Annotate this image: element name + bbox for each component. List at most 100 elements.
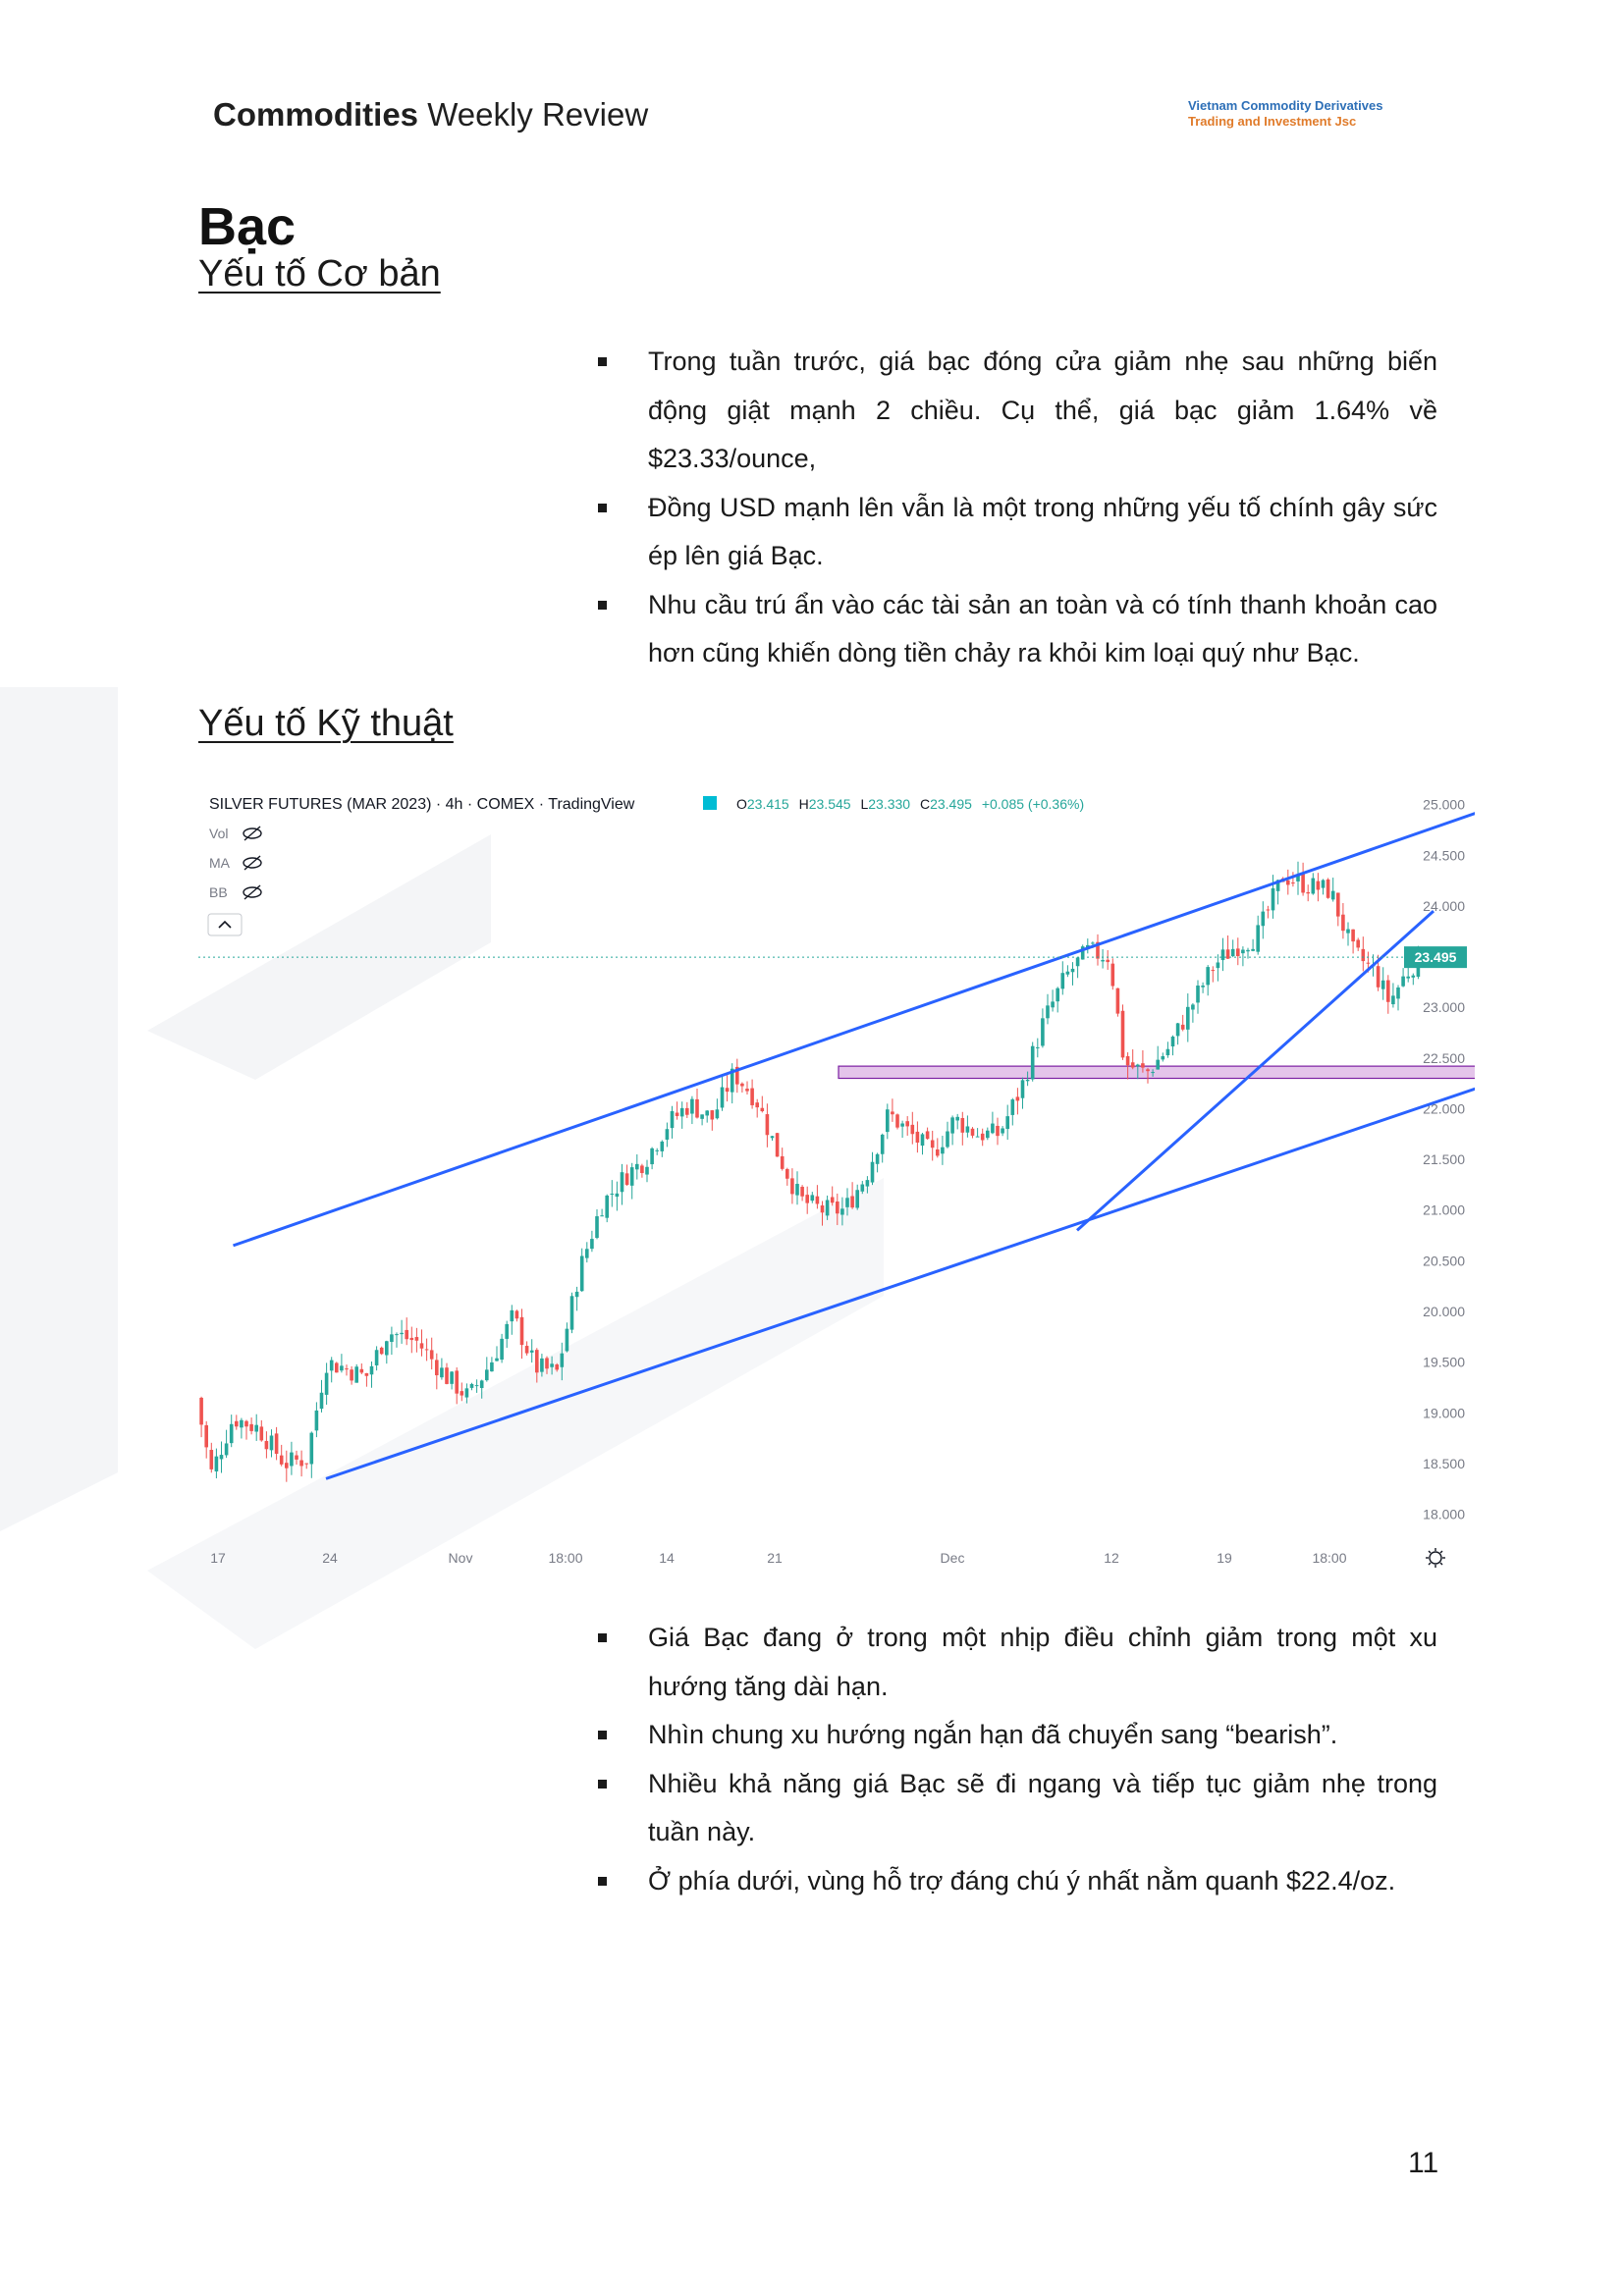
candle-body: [920, 1134, 925, 1147]
candle-body: [635, 1163, 639, 1170]
candle-body: [910, 1124, 915, 1135]
candle-body: [560, 1353, 565, 1367]
candle-body: [1046, 1005, 1050, 1019]
candle-body: [1251, 948, 1255, 951]
candle-body: [1291, 882, 1295, 884]
candle-body: [390, 1334, 394, 1343]
bullet-text: Đồng USD mạnh lên vẫn là một trong những…: [648, 492, 1437, 571]
candle-body: [1005, 1116, 1009, 1130]
indicator-bb-label: BB: [209, 884, 228, 900]
candle-body: [1120, 1010, 1125, 1058]
candle-body: [235, 1420, 239, 1427]
x-tick-label: 12: [1104, 1550, 1119, 1566]
candle-body: [685, 1107, 689, 1115]
candle-body: [259, 1426, 264, 1441]
y-tick-label: 22.000: [1423, 1100, 1465, 1116]
candle-body: [915, 1131, 920, 1143]
candle-body: [369, 1365, 374, 1375]
candle-body: [1211, 970, 1216, 972]
candle-body: [986, 1130, 990, 1139]
candle-body: [1246, 949, 1250, 952]
candle-body: [855, 1190, 859, 1208]
technical-bullet-list: Giá Bạc đang ở trong một nhịp điều chỉnh…: [593, 1614, 1437, 1905]
y-tick-label: 23.000: [1423, 999, 1465, 1015]
candle-body: [279, 1455, 284, 1465]
candle-body: [400, 1332, 404, 1335]
x-tick-label: 18:00: [548, 1550, 582, 1566]
y-tick-label: 21.000: [1423, 1202, 1465, 1218]
settings-gear-icon[interactable]: [1426, 1548, 1445, 1568]
x-tick-label: 21: [767, 1550, 783, 1566]
candle-body: [440, 1367, 444, 1378]
candle-body: [1141, 1063, 1145, 1068]
candle-body: [1391, 995, 1395, 1005]
bullet-square-icon: [598, 1779, 607, 1789]
candle-body: [870, 1161, 875, 1183]
candle-body: [955, 1116, 959, 1121]
ohlc-close: 23.495: [930, 796, 972, 812]
candle-body: [1106, 959, 1110, 963]
ohlc-c-label: C: [920, 796, 930, 812]
candle-body: [229, 1423, 234, 1444]
bullet-square-icon: [598, 1633, 607, 1642]
collapse-legend-button[interactable]: [207, 913, 243, 936]
candle-body: [770, 1136, 775, 1139]
fundamental-heading: Yếu tố Cơ bản: [198, 253, 441, 294]
candle-body: [550, 1363, 554, 1367]
candle-body: [946, 1131, 949, 1148]
eye-hidden-icon[interactable]: [243, 855, 262, 871]
market-status-icon: [703, 796, 717, 810]
candle-body: [1225, 949, 1230, 959]
candle-body: [1186, 1006, 1190, 1030]
eye-hidden-icon[interactable]: [243, 826, 262, 841]
ohlc-low: 23.330: [868, 796, 910, 812]
candle-body: [1025, 1079, 1030, 1082]
candle-body: [1096, 941, 1100, 959]
y-tick-label: 25.000: [1423, 797, 1465, 813]
candle-body: [474, 1385, 479, 1387]
ohlc-o-label: O: [736, 796, 747, 812]
candle-body: [565, 1328, 569, 1352]
trendline-channel-bottom: [325, 1046, 1597, 1480]
candle-body: [930, 1140, 935, 1148]
candle-body: [1065, 971, 1070, 975]
candle-body: [1216, 962, 1220, 969]
candle-body: [1321, 880, 1326, 888]
candle-body: [860, 1184, 865, 1192]
y-tick-label: 19.000: [1423, 1405, 1465, 1420]
candle-body: [455, 1370, 459, 1394]
y-tick-label: 24.500: [1423, 847, 1465, 863]
candle-body: [1311, 878, 1316, 894]
candle-body: [445, 1367, 449, 1384]
candle-body: [214, 1456, 219, 1471]
eye-hidden-icon[interactable]: [243, 884, 262, 900]
candle-body: [1361, 948, 1366, 962]
candle-body: [295, 1455, 298, 1460]
candle-body: [345, 1368, 349, 1370]
candle-body: [705, 1110, 709, 1116]
candle-body: [1110, 963, 1115, 987]
candle-body: [650, 1148, 654, 1165]
candle-body: [1115, 988, 1120, 1014]
y-tick-label: 18.000: [1423, 1507, 1465, 1522]
candle-body: [1376, 966, 1380, 988]
candle-body: [479, 1380, 484, 1389]
candle-body: [690, 1098, 694, 1114]
candle-body: [514, 1310, 519, 1319]
candle-body: [750, 1088, 754, 1105]
last-price-tag: [1404, 946, 1467, 969]
candle-body: [240, 1419, 244, 1428]
candle-body: [755, 1102, 759, 1108]
candle-body: [629, 1167, 634, 1186]
candle-body: [1130, 1062, 1135, 1068]
candle-body: [1070, 968, 1075, 973]
bullet-text: Trong tuần trước, giá bạc đóng cửa giảm …: [648, 347, 1437, 473]
candle-body: [1170, 1037, 1175, 1047]
candle-body: [1196, 986, 1200, 1003]
candle-body: [1020, 1080, 1025, 1098]
chart-symbol-label: SILVER FUTURES (MAR 2023) · 4h · COMEX ·…: [209, 796, 635, 813]
y-tick-label: 22.500: [1423, 1050, 1465, 1066]
candle-body: [950, 1117, 954, 1134]
candle-body: [730, 1068, 734, 1093]
candle-body: [524, 1346, 529, 1354]
